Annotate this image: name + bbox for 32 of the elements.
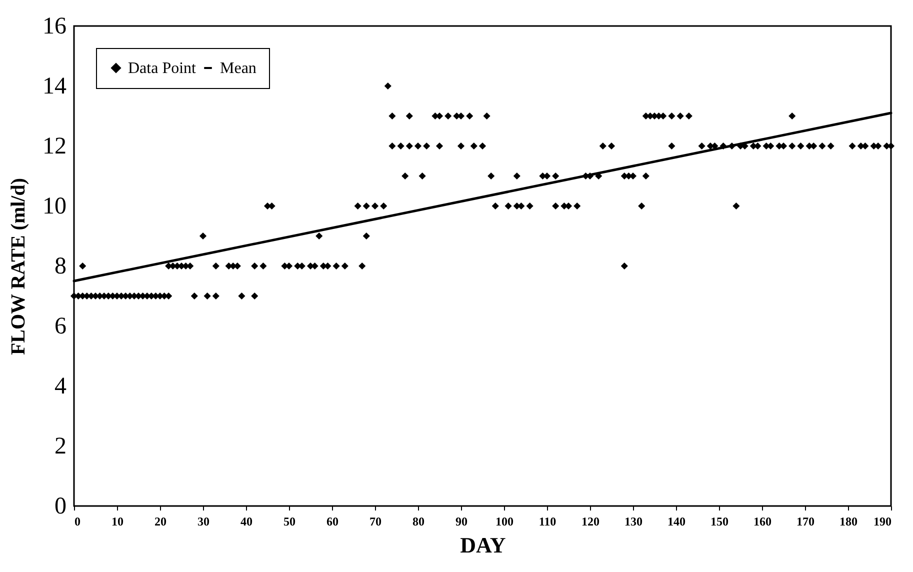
x-tick-label: 180 [840,514,858,528]
x-tick-label: 50 [284,514,296,528]
x-tick-label: 80 [412,514,424,528]
legend-label: Data Point [128,60,197,77]
x-tick-label: 90 [456,514,468,528]
x-tick-label: 110 [538,514,556,528]
x-tick-label: 130 [624,514,642,528]
y-tick-label: 2 [54,434,66,460]
x-tick-label: 190 [874,514,892,528]
y-tick-label: 16 [42,14,66,40]
x-tick-label: 10 [112,514,124,528]
y-tick-label: 4 [54,374,66,400]
x-axis-title: DAY [460,532,506,558]
x-tick-label: 100 [496,514,514,528]
x-tick-label: 140 [668,514,686,528]
y-tick-label: 14 [42,74,66,100]
x-tick-label: 40 [240,514,252,528]
y-tick-label: 10 [42,194,66,220]
x-tick-label: 30 [198,514,210,528]
y-tick-label: 6 [54,314,66,340]
x-tick-label: 120 [582,514,600,528]
y-axis-title: FLOW RATE (ml/d) [8,178,30,356]
x-tick-label: 20 [154,514,166,528]
x-tick-label: 60 [326,514,338,528]
x-tick-label: 0 [74,514,80,528]
y-tick-label: 8 [54,254,66,280]
x-tick-label: 70 [370,514,382,528]
y-tick-label: 12 [42,134,66,160]
legend-label: Mean [220,60,256,77]
x-tick-label: 160 [754,514,772,528]
x-tick-label: 150 [710,514,728,528]
x-tick-label: 170 [796,514,814,528]
